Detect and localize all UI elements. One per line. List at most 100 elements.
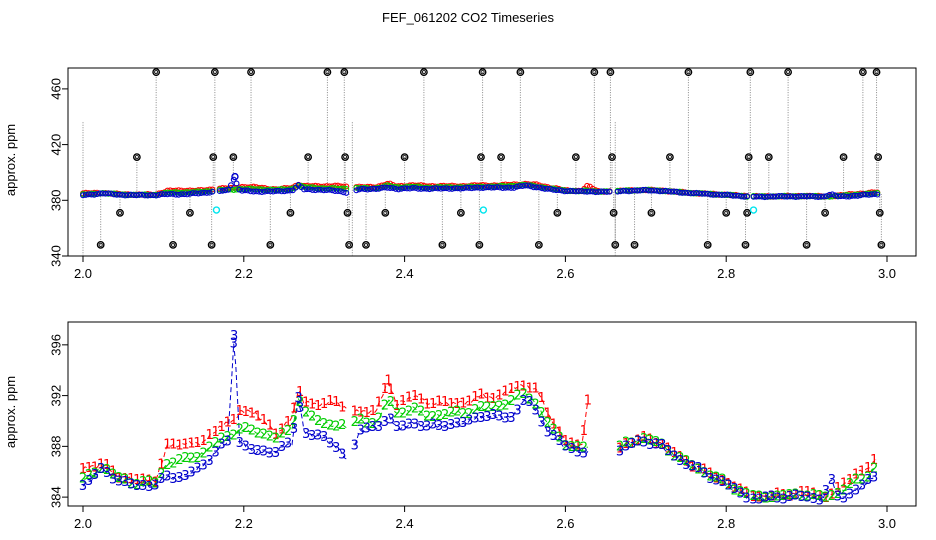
bottom-series-3-marker: 3 xyxy=(308,429,316,444)
figure-title: FEF_061202 CO2 Timeseries xyxy=(382,10,554,25)
bottom-series-3-marker: 3 xyxy=(236,436,244,451)
top-series-3-point xyxy=(840,193,847,199)
bottom-series-3-marker: 3 xyxy=(774,492,782,507)
top-series-3-point xyxy=(564,188,571,195)
top-series-3-point xyxy=(258,189,265,196)
bottom-series-2-marker: 2 xyxy=(501,398,509,413)
bottom-series-3-marker: 3 xyxy=(429,418,437,433)
bottom-series-3-marker: 3 xyxy=(296,401,304,416)
bottom-series-3-marker: 3 xyxy=(731,482,739,497)
bottom-series-2-marker: 2 xyxy=(749,489,757,504)
bottom-series-1-marker: 1 xyxy=(870,453,878,468)
top-series-3-point xyxy=(82,191,89,198)
bottom-series-2-marker: 2 xyxy=(212,436,220,451)
bottom-series-2-marker: 2 xyxy=(495,400,503,415)
top-series-3-point xyxy=(381,184,388,191)
bottom-series-3-marker: 3 xyxy=(501,411,509,426)
top-series-3-point xyxy=(122,192,129,199)
top-series-3-point xyxy=(309,187,316,193)
top-series-3-point xyxy=(164,191,171,198)
top-outlier-point xyxy=(606,68,615,77)
bottom-series-3-marker: 3 xyxy=(483,410,491,425)
top-outlier-point xyxy=(381,208,390,217)
bottom-series-1-marker: 1 xyxy=(393,399,401,414)
top-series-3-point xyxy=(96,190,103,197)
bottom-series-2-marker: 2 xyxy=(755,490,763,505)
top-outlier-point xyxy=(286,208,295,217)
bottom-series-2-marker: 2 xyxy=(562,439,570,454)
bottom-series-3-marker: 3 xyxy=(556,434,564,449)
top-series-3-point xyxy=(113,191,120,198)
top-series-2-point xyxy=(230,187,237,193)
top-outlier-point xyxy=(877,240,886,249)
top-series-3-point xyxy=(189,190,196,196)
top-outlier-point xyxy=(647,208,656,217)
bottom-series-2-marker: 2 xyxy=(169,457,177,472)
top-series-3-point xyxy=(699,190,706,197)
bottom-series-2-marker: 2 xyxy=(369,417,377,432)
top-series-3-point xyxy=(536,184,543,191)
bottom-series-1-marker: 1 xyxy=(519,380,527,395)
bottom-series-3-marker: 3 xyxy=(507,411,515,426)
bottom-series-2-marker: 2 xyxy=(399,407,407,422)
top-series-3-point xyxy=(668,188,675,195)
top-series-3-point xyxy=(519,183,526,189)
top-outlier-point-inner xyxy=(343,155,348,160)
bottom-series-2-marker: 2 xyxy=(574,440,582,455)
bottom-series-1-marker: 1 xyxy=(495,389,503,404)
bottom-series-3-marker: 3 xyxy=(363,421,371,436)
bottom-series-3-marker: 3 xyxy=(115,475,123,490)
top-outlier-point xyxy=(478,68,487,77)
bottom-series-3-marker: 3 xyxy=(798,490,806,505)
top-series-3-point xyxy=(502,184,509,191)
top-outlier-point-inner xyxy=(724,210,729,215)
top-panel: approx. ppm 2.0 2.2 2.4 2.6 2.8 3.0 340 380 420 4… xyxy=(3,67,917,281)
bottom-series-3-marker: 3 xyxy=(562,440,570,455)
top-outlier-point xyxy=(266,240,275,249)
top-series-3-point xyxy=(809,193,816,200)
top-series-3-point xyxy=(603,188,610,195)
top-outlier-point xyxy=(802,240,811,249)
top-outlier-point xyxy=(722,208,731,217)
top-outlier-point xyxy=(611,240,620,249)
top-series-3-point xyxy=(463,184,470,191)
bottom-series-3-marker: 3 xyxy=(622,440,630,455)
bottom-series-2-marker: 2 xyxy=(236,422,244,437)
bottom-series-3-marker: 3 xyxy=(525,395,533,410)
bottom-series-1-marker: 1 xyxy=(489,392,497,407)
bottom-series-3-marker: 3 xyxy=(224,435,232,450)
top-outlier-point-inner xyxy=(212,70,217,75)
bottom-series-3-marker: 3 xyxy=(477,411,485,426)
bottom-series-1-marker: 1 xyxy=(236,404,244,419)
bottom-series-1-marker: 1 xyxy=(218,420,226,435)
top-flagged-points xyxy=(212,172,758,214)
top-outlier-point xyxy=(590,68,599,77)
top-series-3-point xyxy=(275,187,282,194)
top-series-3-point xyxy=(553,187,560,194)
top-series-3-point xyxy=(108,190,115,197)
bottom-series-1-marker: 1 xyxy=(278,423,286,438)
top-series-3-point xyxy=(744,193,751,200)
bottom-series-1-marker: 1 xyxy=(804,485,812,500)
bottom-series-2-marker: 2 xyxy=(326,419,334,434)
bottom-series-3-marker: 3 xyxy=(369,420,377,435)
bottom-series-1-marker: 1 xyxy=(453,397,461,412)
top-series-3-point xyxy=(525,182,531,189)
bottom-series-3-marker: 3 xyxy=(718,475,726,490)
top-series-3-point xyxy=(685,189,691,196)
top-series-3-point xyxy=(508,185,515,191)
top-outlier-point-inner xyxy=(347,242,352,247)
top-outlier-point xyxy=(875,208,884,217)
bottom-series-3-marker: 3 xyxy=(822,484,830,499)
top-series-3-point xyxy=(837,193,844,200)
bottom-series-2-marker: 2 xyxy=(199,447,207,462)
bottom-series-2-marker: 2 xyxy=(864,470,872,485)
top-outlier-point-inner xyxy=(477,242,482,247)
bottom-series-1-marker: 1 xyxy=(718,474,726,489)
top-x-tick-label: 2.2 xyxy=(235,266,253,281)
bottom-series-3-marker: 3 xyxy=(743,491,751,506)
top-outlier-point xyxy=(209,153,218,162)
top-series-3-point xyxy=(516,183,523,189)
top-outlier-point-inner xyxy=(209,242,214,247)
bottom-series-3-marker: 3 xyxy=(616,444,624,459)
